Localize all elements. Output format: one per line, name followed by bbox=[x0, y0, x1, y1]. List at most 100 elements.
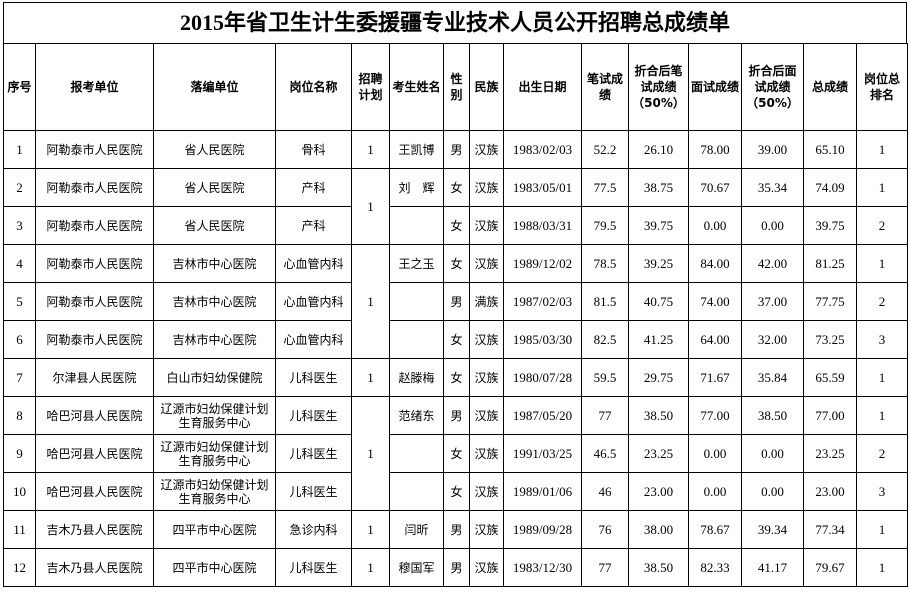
table-cell: 女 bbox=[443, 206, 470, 245]
table-cell: 3 bbox=[3, 206, 36, 245]
table-cell: 38.50 bbox=[628, 396, 689, 435]
table-cell: 满族 bbox=[469, 282, 504, 321]
table-cell: 35.34 bbox=[741, 168, 804, 207]
table-cell: 哈巴河县人民医院 bbox=[35, 396, 154, 435]
table-cell: 64.00 bbox=[688, 320, 742, 359]
table-cell: 29.75 bbox=[628, 358, 689, 397]
table-cell: 1 bbox=[351, 168, 390, 245]
table-cell: 82.5 bbox=[581, 320, 629, 359]
table-cell: 心血管内科 bbox=[275, 320, 352, 359]
table-cell: 1 bbox=[856, 396, 908, 435]
table-cell: 3 bbox=[856, 320, 908, 359]
column-header: 折合后面试成绩（50%） bbox=[741, 43, 804, 131]
column-header: 岗位名称 bbox=[275, 43, 352, 131]
table-cell: 46.5 bbox=[581, 434, 629, 473]
table-cell: 71.67 bbox=[688, 358, 742, 397]
table-cell: 赵滕梅 bbox=[389, 358, 444, 397]
table-cell: 吉木乃县人民医院 bbox=[35, 548, 154, 587]
table-cell: 3 bbox=[856, 472, 908, 511]
table-cell: 2 bbox=[856, 434, 908, 473]
table-cell: 女 bbox=[443, 244, 470, 283]
table-cell: 刘 辉 bbox=[389, 168, 444, 207]
table-cell: 心血管内科 bbox=[275, 282, 352, 321]
table-cell: 1 bbox=[856, 168, 908, 207]
table-cell: 0.00 bbox=[741, 472, 804, 511]
column-header: 民族 bbox=[469, 43, 504, 131]
table-cell: 阿勒泰市人民医院 bbox=[35, 282, 154, 321]
table-cell: 汉族 bbox=[469, 244, 504, 283]
table-row: 3 阿勒泰市人民医院 省人民医院 产科女汉族 1988/03/31 79.5 39.75 0.… bbox=[3, 206, 908, 245]
table-cell: 尔津县人民医院 bbox=[35, 358, 154, 397]
table-cell: 77.5 bbox=[581, 168, 629, 207]
table-cell: 心血管内科 bbox=[275, 244, 352, 283]
table-cell: 79.67 bbox=[803, 548, 857, 587]
table-cell bbox=[389, 282, 444, 321]
table-cell: 汉族 bbox=[469, 168, 504, 207]
table-cell: 男 bbox=[443, 548, 470, 587]
table-row: 11 吉木乃县人民医院 四平市中心医院 急诊内科 1 闫昕男汉族 1989/09/28 76 3… bbox=[3, 510, 908, 549]
table-cell: 吉木乃县人民医院 bbox=[35, 510, 154, 549]
table-cell: 哈巴河县人民医院 bbox=[35, 434, 154, 473]
table-cell: 38.00 bbox=[628, 510, 689, 549]
table-row: 10 哈巴河县人民医院 辽源市妇幼保健计划生育服务中心 儿科医生 女汉族 1989/01/… bbox=[3, 472, 908, 511]
table-cell: 6 bbox=[3, 320, 36, 359]
table-cell: 儿科医生 bbox=[275, 396, 352, 435]
table-cell: 1983/02/03 bbox=[503, 130, 582, 169]
table-row: 1 阿勒泰市人民医院 省人民医院 骨科 1 王凯博男汉族 1983/02/03 52.2 26.… bbox=[3, 130, 908, 169]
table-cell: 儿科医生 bbox=[275, 358, 352, 397]
table-cell: 汉族 bbox=[469, 358, 504, 397]
table-row: 8 哈巴河县人民医院 辽源市妇幼保健计划生育服务中心 儿科医生 1 范绪东男汉族 1987/… bbox=[3, 396, 908, 511]
table-row: 5 阿勒泰市人民医院 吉林市中心医院 心血管内科 男满族 1987/02/03 81.5 40… bbox=[3, 282, 908, 321]
table-cell: 1989/09/28 bbox=[503, 510, 582, 549]
table-cell: 32.00 bbox=[741, 320, 804, 359]
table-cell: 汉族 bbox=[469, 206, 504, 245]
table-cell: 1988/03/31 bbox=[503, 206, 582, 245]
table-cell: 2 bbox=[856, 206, 908, 245]
table-cell: 78.5 bbox=[581, 244, 629, 283]
table-cell: 辽源市妇幼保健计划生育服务中心 bbox=[153, 434, 276, 473]
table-cell: 汉族 bbox=[469, 434, 504, 473]
table-cell: 5 bbox=[3, 282, 36, 321]
table-cell: 1985/03/30 bbox=[503, 320, 582, 359]
table-cell: 王凯博 bbox=[389, 130, 444, 169]
table-cell: 46 bbox=[581, 472, 629, 511]
table-cell: 1 bbox=[3, 130, 36, 169]
table-cell: 59.5 bbox=[581, 358, 629, 397]
table-cell: 儿科医生 bbox=[275, 548, 352, 587]
table-cell: 1991/03/25 bbox=[503, 434, 582, 473]
table-cell: 1 bbox=[856, 358, 908, 397]
table-cell: 阿勒泰市人民医院 bbox=[35, 130, 154, 169]
table-cell: 1987/02/03 bbox=[503, 282, 582, 321]
table-cell: 37.00 bbox=[741, 282, 804, 321]
table-cell: 8 bbox=[3, 396, 36, 435]
table-cell: 82.33 bbox=[688, 548, 742, 587]
table-cell bbox=[389, 206, 444, 245]
column-header: 总成绩 bbox=[803, 43, 857, 131]
table-cell: 范绪东 bbox=[389, 396, 444, 435]
table-cell: 1 bbox=[351, 130, 390, 169]
table-cell: 4 bbox=[3, 244, 36, 283]
table-cell: 23.25 bbox=[628, 434, 689, 473]
table-cell: 41.17 bbox=[741, 548, 804, 587]
table-cell: 骨科 bbox=[275, 130, 352, 169]
table-cell: 84.00 bbox=[688, 244, 742, 283]
table-cell: 10 bbox=[3, 472, 36, 511]
table-cell: 闫昕 bbox=[389, 510, 444, 549]
table-cell: 1989/01/06 bbox=[503, 472, 582, 511]
table-cell: 77.34 bbox=[803, 510, 857, 549]
table-cell: 77.75 bbox=[803, 282, 857, 321]
column-header: 考生姓名 bbox=[389, 43, 444, 131]
table-cell: 38.50 bbox=[628, 548, 689, 587]
table-cell: 男 bbox=[443, 130, 470, 169]
table-cell: 阿勒泰市人民医院 bbox=[35, 320, 154, 359]
column-header: 面试成绩 bbox=[688, 43, 742, 131]
table-cell: 39.25 bbox=[628, 244, 689, 283]
table-cell: 76 bbox=[581, 510, 629, 549]
table-cell bbox=[389, 320, 444, 359]
table-cell: 急诊内科 bbox=[275, 510, 352, 549]
table-cell: 儿科医生 bbox=[275, 434, 352, 473]
table-cell: 汉族 bbox=[469, 510, 504, 549]
table-cell: 73.25 bbox=[803, 320, 857, 359]
table-cell: 汉族 bbox=[469, 320, 504, 359]
table-cell: 男 bbox=[443, 396, 470, 435]
